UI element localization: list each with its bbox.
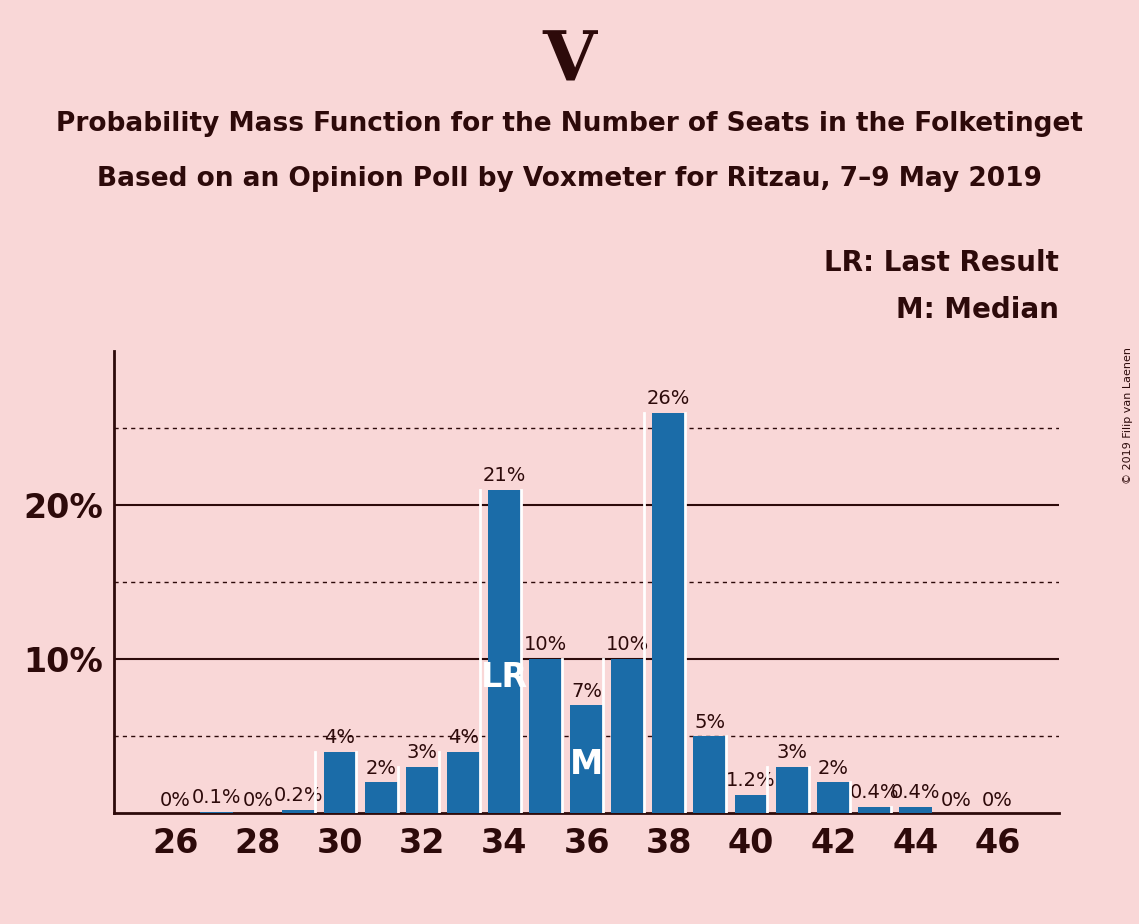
Text: 0%: 0% xyxy=(941,791,972,810)
Text: 0.4%: 0.4% xyxy=(891,784,940,802)
Text: M: Median: M: Median xyxy=(896,296,1059,323)
Bar xyxy=(653,413,686,813)
Text: LR: LR xyxy=(481,661,528,694)
Bar xyxy=(364,783,398,813)
Bar xyxy=(571,705,603,813)
Bar xyxy=(612,659,645,813)
Bar xyxy=(323,751,357,813)
Text: 3%: 3% xyxy=(777,743,808,762)
Text: 0.4%: 0.4% xyxy=(850,784,899,802)
Bar xyxy=(858,807,891,813)
Text: LR: Last Result: LR: Last Result xyxy=(825,249,1059,277)
Text: 0%: 0% xyxy=(243,791,273,810)
Text: 0%: 0% xyxy=(982,791,1013,810)
Bar xyxy=(776,767,809,813)
Bar xyxy=(735,795,768,813)
Text: 1.2%: 1.2% xyxy=(727,771,776,790)
Bar xyxy=(899,807,932,813)
Bar xyxy=(405,767,439,813)
Bar xyxy=(446,751,480,813)
Text: 2%: 2% xyxy=(366,759,396,778)
Text: 4%: 4% xyxy=(325,728,355,747)
Text: V: V xyxy=(542,28,597,95)
Text: 10%: 10% xyxy=(606,636,649,654)
Text: 0.2%: 0.2% xyxy=(274,786,323,806)
Text: © 2019 Filip van Laenen: © 2019 Filip van Laenen xyxy=(1123,347,1132,484)
Text: 26%: 26% xyxy=(647,389,690,408)
Bar xyxy=(487,490,521,813)
Text: 4%: 4% xyxy=(448,728,478,747)
Text: 10%: 10% xyxy=(524,636,567,654)
Text: Based on an Opinion Poll by Voxmeter for Ritzau, 7–9 May 2019: Based on an Opinion Poll by Voxmeter for… xyxy=(97,166,1042,192)
Bar xyxy=(200,811,233,813)
Text: 2%: 2% xyxy=(818,759,849,778)
Text: 5%: 5% xyxy=(695,712,726,732)
Text: 0%: 0% xyxy=(161,791,191,810)
Bar xyxy=(694,736,727,813)
Text: 21%: 21% xyxy=(483,466,526,485)
Bar xyxy=(282,810,316,813)
Text: Probability Mass Function for the Number of Seats in the Folketinget: Probability Mass Function for the Number… xyxy=(56,111,1083,137)
Text: 7%: 7% xyxy=(571,682,603,700)
Bar xyxy=(817,783,850,813)
Text: 3%: 3% xyxy=(407,743,437,762)
Text: 0.1%: 0.1% xyxy=(191,788,241,807)
Text: M: M xyxy=(570,748,604,781)
Bar xyxy=(528,659,562,813)
